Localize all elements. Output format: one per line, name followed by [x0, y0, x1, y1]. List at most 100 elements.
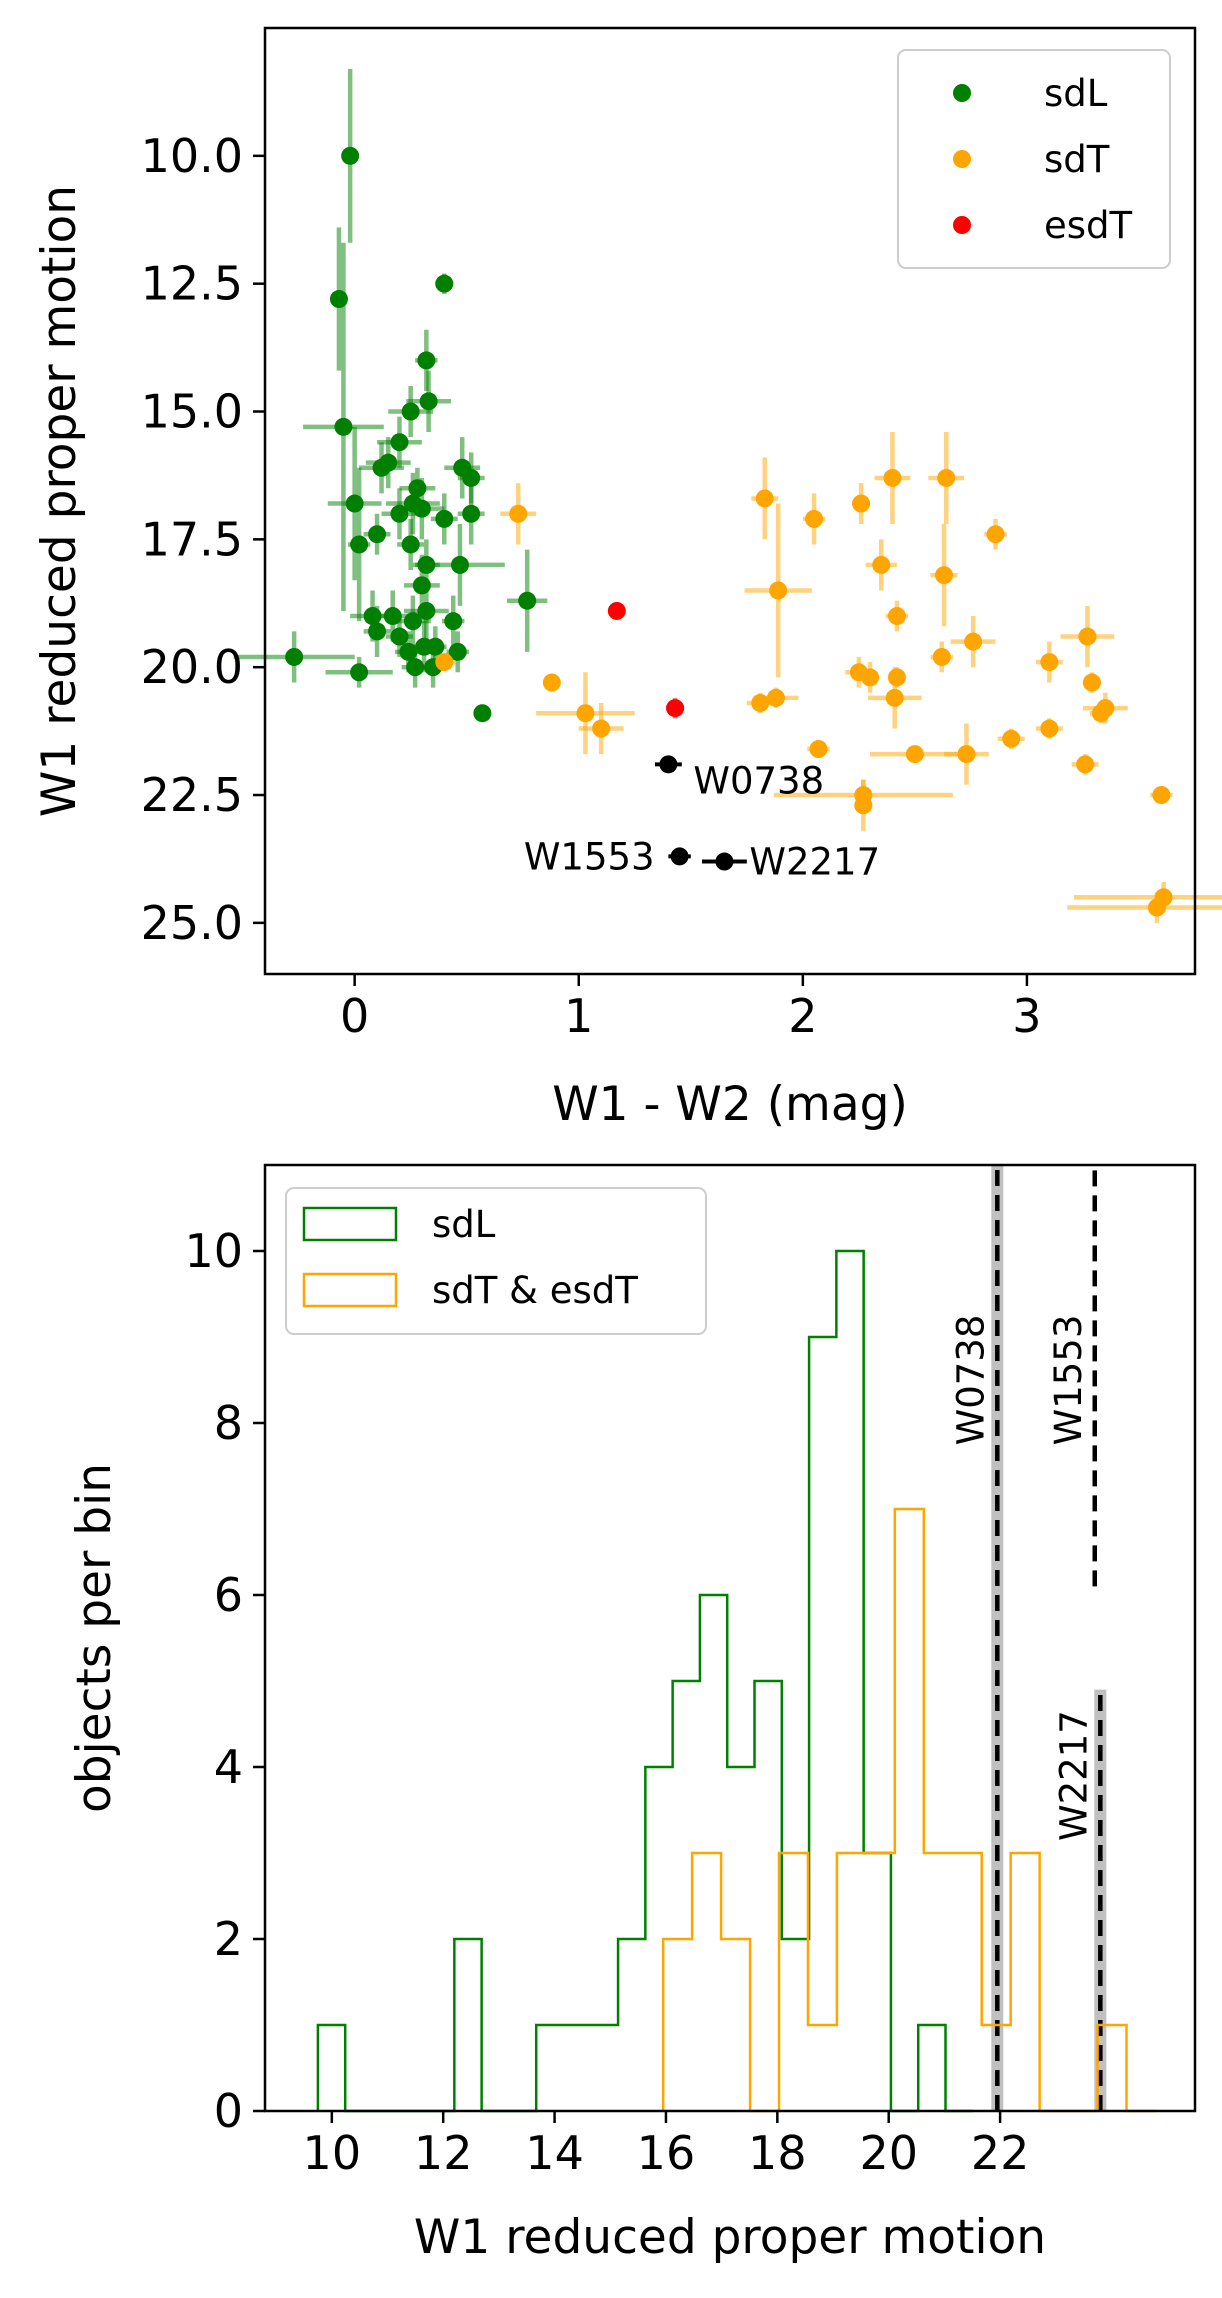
- sdl-point-15: [390, 504, 409, 523]
- histogram-y-ticks: 0 2 4 6 8 10: [184, 1224, 265, 2138]
- scatter-y-tick-label: 20.0: [141, 640, 243, 694]
- legend-swatch-sdl: [302, 1206, 398, 1242]
- scatter-y-tick-label: 17.5: [141, 512, 243, 566]
- scatter-points: [285, 146, 1173, 917]
- legend-marker-sdl: [953, 84, 971, 102]
- sdl-point-36: [399, 642, 418, 661]
- sdl-point-25: [518, 591, 537, 610]
- sdl-point-4: [334, 417, 353, 436]
- scatter-x-tick-label: 0: [340, 989, 369, 1043]
- sdt-point-2: [542, 673, 561, 692]
- sdt-point-15: [964, 632, 983, 651]
- scatter-x-axis-label: W1 - W2 (mag): [552, 1077, 908, 1132]
- sdt-point-10: [986, 525, 1005, 544]
- histogram-y-tick-label: 8: [214, 1396, 243, 1450]
- sdt-point-4: [592, 719, 611, 738]
- scatter-point-labels: W0738 W1553 W2217: [524, 759, 880, 883]
- sdt-point-20: [861, 668, 880, 687]
- sdl-point-29: [417, 601, 436, 620]
- sdl-point-31: [368, 622, 387, 641]
- sdt-point-28: [1040, 719, 1059, 738]
- point-label-w0738: W0738: [693, 759, 824, 802]
- labeled-point-2: [715, 852, 734, 871]
- histogram-x-tick-label: 10: [303, 2126, 362, 2180]
- sdl-point-41: [473, 704, 492, 723]
- scatter-y-ticks: 10.0 12.5 15.0 17.5 20.0 22.5 25.0: [141, 129, 265, 950]
- histogram-chart: W0738 W1553 W2217 10 12 14 16 18 20 22 0 2 4 6 8 10 W…: [67, 1163, 1197, 2265]
- histogram-y-tick-label: 4: [214, 1740, 243, 1794]
- scatter-y-tick-label: 12.5: [141, 257, 243, 311]
- scatter-x-tick-label: 1: [564, 989, 593, 1043]
- histogram-y-axis-label: objects per bin: [67, 1463, 122, 1813]
- sdt-point-0: [509, 504, 528, 523]
- sdt-point-17: [1040, 653, 1059, 672]
- histogram-y-tick-label: 2: [214, 1912, 243, 1966]
- scatter-legend: sdL sdT esdT: [897, 49, 1171, 269]
- sdt-point-30: [809, 740, 828, 759]
- histogram-plot-frame: [263, 1163, 1197, 2113]
- sdl-point-14: [345, 494, 364, 513]
- sdt-point-18: [1078, 627, 1097, 646]
- scatter-x-tick-label: 3: [1012, 989, 1041, 1043]
- sdt-point-25: [751, 693, 770, 712]
- scatter-legend-box: [897, 49, 1171, 269]
- histogram-legend: sdL sdT & esdT: [285, 1187, 707, 1335]
- histogram-x-tick-label: 18: [748, 2126, 807, 2180]
- sdt-point-32: [957, 745, 976, 764]
- sdt-point-14: [887, 607, 906, 626]
- legend-swatch-sdt-esdt: [302, 1272, 398, 1308]
- legend-marker-esdt: [953, 216, 971, 234]
- sdl-point-5: [419, 392, 438, 411]
- sdt-point-27: [1091, 704, 1110, 723]
- sdl-point-18: [462, 504, 481, 523]
- sdl-point-6: [401, 402, 420, 421]
- scatter-y-axis-label: W1 reduced proper motion: [32, 185, 87, 817]
- sdl-point-0: [341, 146, 360, 165]
- point-label-w1553: W1553: [524, 835, 655, 878]
- sdt-point-38: [1147, 898, 1166, 917]
- sdl-point-16: [412, 499, 431, 518]
- sdl-point-30: [444, 612, 463, 631]
- scatter-y-tick-label: 10.0: [141, 129, 243, 183]
- labeled-point-1: [670, 847, 689, 866]
- sdl-point-2: [435, 274, 454, 293]
- legend-label-sdl: sdL: [1044, 72, 1108, 115]
- scatter-y-tick-label: 15.0: [141, 385, 243, 439]
- sdl-point-7: [390, 433, 409, 452]
- legend-label-sdt-esdt: sdT & esdT: [432, 1269, 638, 1312]
- sdt-point-8: [883, 468, 902, 487]
- sdt-point-5: [755, 489, 774, 508]
- sdl-point-22: [417, 555, 436, 574]
- histogram-x-ticks: 10 12 14 16 18 20 22: [303, 2111, 1030, 2180]
- sdt-point-35: [854, 796, 873, 815]
- esdt-point-0: [607, 601, 626, 620]
- histogram-x-tick-label: 12: [414, 2126, 473, 2180]
- scatter-y-tick-label: 22.5: [141, 768, 243, 822]
- sdl-point-11: [462, 468, 481, 487]
- sdt-point-3: [576, 704, 595, 723]
- sdt-point-13: [769, 581, 788, 600]
- sdt-point-33: [1076, 755, 1095, 774]
- sdl-point-20: [350, 535, 369, 554]
- histogram-y-tick-label: 10: [184, 1224, 243, 1278]
- histogram-x-tick-label: 22: [971, 2126, 1030, 2180]
- sdt-point-7: [852, 494, 871, 513]
- esdt-point-1: [666, 699, 685, 718]
- histogram-reference-lines: W0738 W1553 W2217: [949, 1165, 1107, 2111]
- sdl-point-23: [412, 576, 431, 595]
- sdt-point-9: [937, 468, 956, 487]
- scatter-x-tick-label: 2: [788, 989, 817, 1043]
- legend-label-sdt: sdT: [1044, 138, 1110, 181]
- legend-label-sdl-hist: sdL: [432, 1203, 496, 1246]
- legend-marker-sdt: [953, 150, 971, 168]
- sdl-point-37: [285, 647, 304, 666]
- sdl-point-24: [450, 555, 469, 574]
- sdl-point-38: [350, 663, 369, 682]
- sdl-point-32: [390, 627, 409, 646]
- sdt-point-21: [887, 668, 906, 687]
- sdl-point-27: [383, 607, 402, 626]
- sdl-point-3: [417, 351, 436, 370]
- sdl-point-28: [403, 612, 422, 631]
- sdt-point-11: [872, 555, 891, 574]
